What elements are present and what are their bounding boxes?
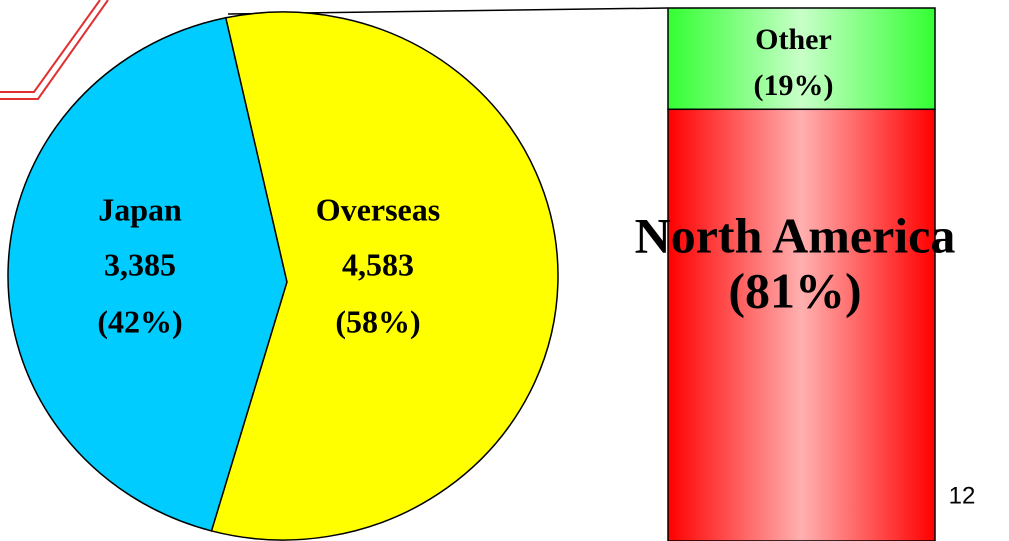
decoration <box>0 0 109 100</box>
segment-label: (81%) <box>728 262 861 318</box>
slice-percent: (42%) <box>97 303 182 339</box>
segment-name: North America <box>635 207 956 263</box>
slice-category: Overseas <box>316 191 440 227</box>
segment-name: Other <box>755 23 832 56</box>
pie-chart: Japan 3,385 (42%) Overseas 4,583 (58%) <box>7 11 559 541</box>
segment-label: (19%) <box>754 69 834 102</box>
slice-value: 4,583 <box>342 246 414 282</box>
bar-segment <box>667 7 936 111</box>
slice-percent: (58%) <box>335 303 420 339</box>
bar-segment <box>667 108 936 541</box>
pie-slice <box>210 11 559 541</box>
slice-value: 3,385 <box>104 246 176 282</box>
pie-slice <box>7 16 288 532</box>
bar-chart: North America(81%) Other (19%) <box>635 7 956 541</box>
page-number: 12 <box>949 482 976 509</box>
slice-category: Japan <box>98 191 182 227</box>
